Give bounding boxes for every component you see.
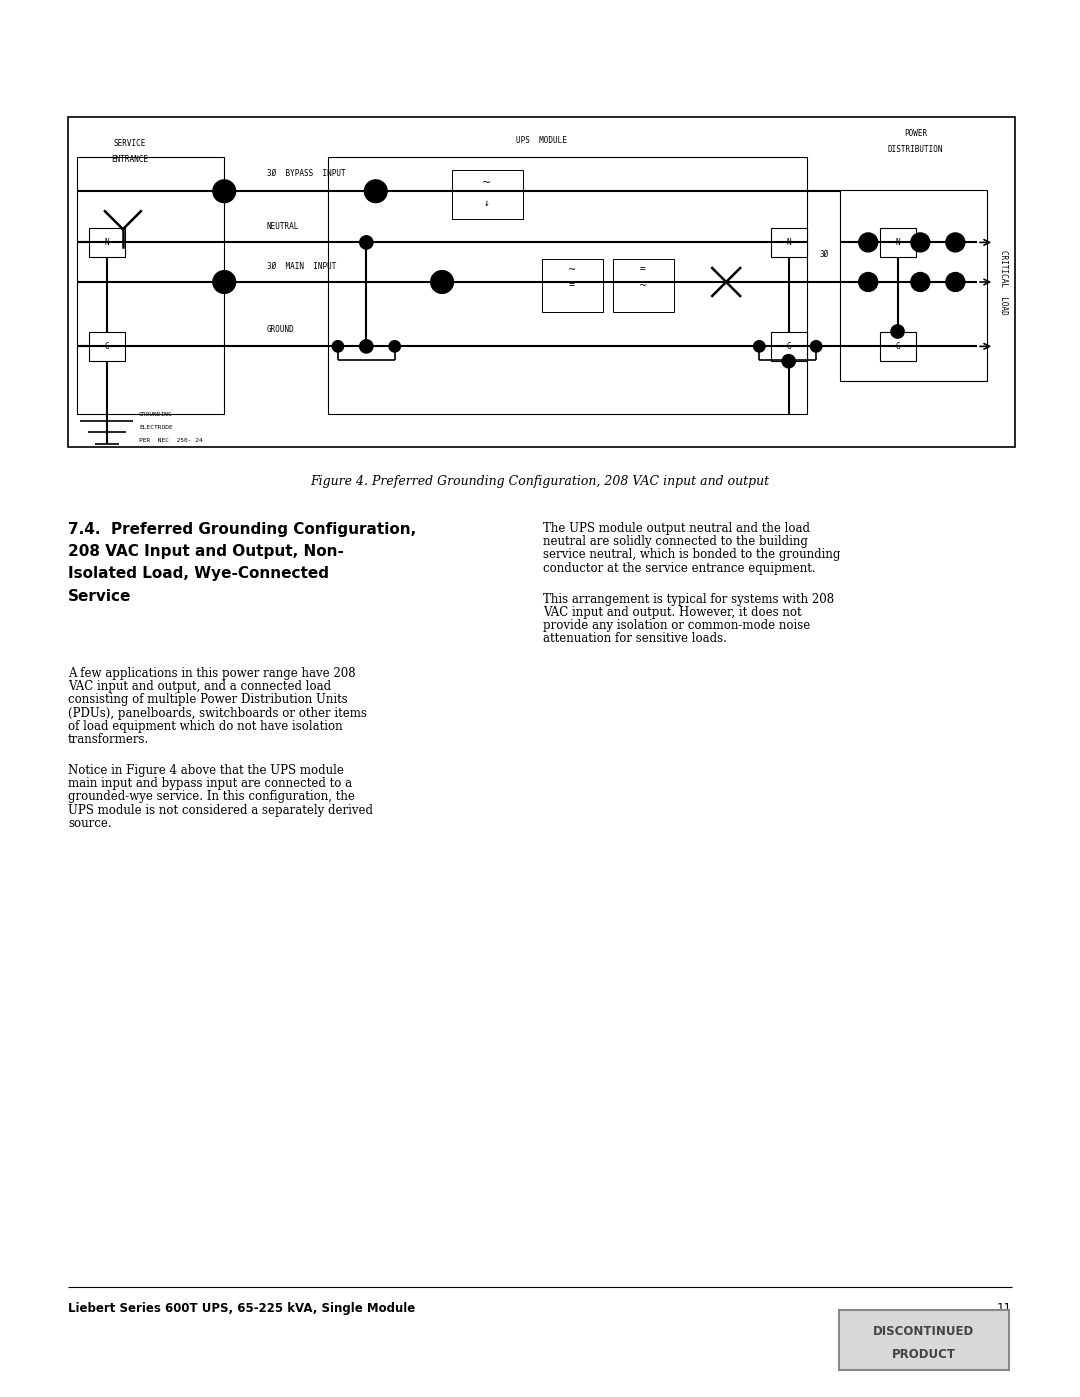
Text: PRODUCT: PRODUCT <box>892 1348 956 1361</box>
Bar <box>78 156 225 414</box>
Bar <box>612 258 674 312</box>
Text: CRITICAL  LOAD: CRITICAL LOAD <box>999 250 1008 314</box>
Circle shape <box>910 233 930 251</box>
Bar <box>89 331 125 362</box>
Text: DISTRIBUTION: DISTRIBUTION <box>888 145 943 155</box>
Text: 3Ø: 3Ø <box>819 250 828 258</box>
Text: ENTRANCE: ENTRANCE <box>111 155 148 165</box>
Circle shape <box>389 341 401 352</box>
Circle shape <box>859 233 878 251</box>
Text: N: N <box>895 237 900 247</box>
Circle shape <box>946 233 964 251</box>
Bar <box>771 331 807 362</box>
Text: G: G <box>895 342 900 351</box>
Circle shape <box>810 341 822 352</box>
Bar <box>89 228 125 257</box>
Bar <box>879 331 916 362</box>
FancyBboxPatch shape <box>839 1310 1009 1370</box>
Circle shape <box>364 180 387 203</box>
Text: attenuation for sensitive loads.: attenuation for sensitive loads. <box>543 633 727 645</box>
Text: Figure 4. Preferred Grounding Configuration, 208 VAC input and output: Figure 4. Preferred Grounding Configurat… <box>310 475 770 488</box>
Text: 11: 11 <box>997 1302 1012 1315</box>
Text: of load equipment which do not have isolation: of load equipment which do not have isol… <box>68 719 342 732</box>
Text: GROUND: GROUND <box>267 324 295 334</box>
Text: (PDUs), panelboards, switchboards or other items: (PDUs), panelboards, switchboards or oth… <box>68 707 367 719</box>
Text: neutral are solidly connected to the building: neutral are solidly connected to the bui… <box>543 535 808 548</box>
Text: ~: ~ <box>638 281 647 289</box>
Text: consisting of multiple Power Distribution Units: consisting of multiple Power Distributio… <box>68 693 348 707</box>
Bar <box>451 170 523 219</box>
Text: POWER: POWER <box>904 129 927 138</box>
Circle shape <box>213 271 235 293</box>
Circle shape <box>859 272 878 292</box>
Circle shape <box>891 326 904 338</box>
Text: service neutral, which is bonded to the grounding: service neutral, which is bonded to the … <box>543 549 840 562</box>
Text: GROUNDING: GROUNDING <box>139 412 173 416</box>
Text: main input and bypass input are connected to a: main input and bypass input are connecte… <box>68 777 352 791</box>
Circle shape <box>910 272 930 292</box>
Text: UPS  MODULE: UPS MODULE <box>516 136 567 145</box>
Text: 3Ø  BYPASS  INPUT: 3Ø BYPASS INPUT <box>267 169 346 177</box>
Bar <box>879 228 916 257</box>
Text: UPS module is not considered a separately derived: UPS module is not considered a separatel… <box>68 803 373 817</box>
Text: conductor at the service entrance equipment.: conductor at the service entrance equipm… <box>543 562 815 574</box>
Text: G: G <box>786 342 791 351</box>
Text: The UPS module output neutral and the load: The UPS module output neutral and the lo… <box>543 522 810 535</box>
Text: N: N <box>105 237 109 247</box>
Text: VAC input and output. However, it does not: VAC input and output. However, it does n… <box>543 606 801 619</box>
Circle shape <box>754 341 765 352</box>
Circle shape <box>333 341 343 352</box>
Text: ELECTRODE: ELECTRODE <box>139 425 173 430</box>
Text: NEUTRAL: NEUTRAL <box>267 222 299 231</box>
Text: provide any isolation or common-mode noise: provide any isolation or common-mode noi… <box>543 619 810 631</box>
Bar <box>771 228 807 257</box>
Circle shape <box>360 339 373 353</box>
Circle shape <box>782 355 795 367</box>
Text: transformers.: transformers. <box>68 733 149 746</box>
Bar <box>840 190 987 381</box>
Text: N: N <box>786 237 791 247</box>
Circle shape <box>360 236 373 249</box>
Text: Notice in Figure 4 above that the UPS module: Notice in Figure 4 above that the UPS mo… <box>68 764 343 777</box>
Circle shape <box>431 271 454 293</box>
Text: This arrangement is typical for systems with 208: This arrangement is typical for systems … <box>543 592 834 606</box>
Text: =: = <box>569 281 575 291</box>
Text: PER  NEC  250- 24: PER NEC 250- 24 <box>139 437 203 443</box>
Bar <box>541 258 603 312</box>
Text: ~: ~ <box>482 177 491 189</box>
Text: grounded-wye service. In this configuration, the: grounded-wye service. In this configurat… <box>68 791 355 803</box>
Text: 7.4.  Preferred Grounding Configuration,
208 VAC Input and Output, Non-
Isolated: 7.4. Preferred Grounding Configuration, … <box>68 522 416 604</box>
Text: SERVICE: SERVICE <box>113 138 146 148</box>
Text: VAC input and output, and a connected load: VAC input and output, and a connected lo… <box>68 680 332 693</box>
Bar <box>328 156 807 414</box>
Text: ~: ~ <box>568 265 576 274</box>
Text: =: = <box>639 264 646 274</box>
Text: A few applications in this power range have 208: A few applications in this power range h… <box>68 666 355 680</box>
Circle shape <box>213 180 235 203</box>
Bar <box>68 117 1015 447</box>
Text: 3Ø  MAIN  INPUT: 3Ø MAIN INPUT <box>267 261 336 271</box>
Text: G: G <box>105 342 109 351</box>
Text: DISCONTINUED: DISCONTINUED <box>874 1324 974 1338</box>
Text: source.: source. <box>68 817 111 830</box>
Text: ↓: ↓ <box>484 198 489 208</box>
Text: Liebert Series 600T UPS, 65-225 kVA, Single Module: Liebert Series 600T UPS, 65-225 kVA, Sin… <box>68 1302 415 1315</box>
Circle shape <box>946 272 964 292</box>
